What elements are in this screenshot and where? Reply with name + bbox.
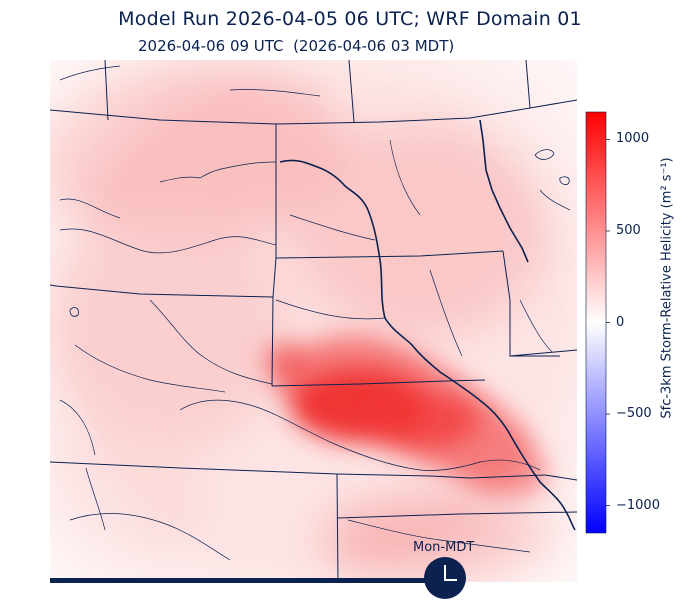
clock-icon xyxy=(424,557,466,599)
colorbar-tick-label: −1000 xyxy=(616,497,660,513)
timeline-progress-bar xyxy=(50,578,445,583)
timezone-label: Mon-MDT xyxy=(413,540,475,555)
chart-title: Model Run 2026-04-05 06 UTC; WRF Domain … xyxy=(118,8,582,30)
helicity-field xyxy=(50,60,577,582)
colorbar-tick-label: 0 xyxy=(616,314,625,330)
colorbar-label: Sfc-3km Storm-Relative Helicity (m² s⁻¹) xyxy=(659,157,675,419)
valid-time-subtitle: 2026-04-06 09 UTC (2026-04-06 03 MDT) xyxy=(138,37,455,55)
colorbar-tick-label: 500 xyxy=(616,222,641,238)
map-boundaries xyxy=(50,60,577,582)
colorbar-tick-label: −500 xyxy=(616,406,652,422)
colorbar xyxy=(585,111,607,534)
colorbar-ticks xyxy=(606,139,610,506)
lakes xyxy=(69,149,570,317)
colorbar-tick-label: 1000 xyxy=(616,131,650,147)
missouri-river xyxy=(279,119,576,531)
rivers xyxy=(59,65,571,561)
state-borders xyxy=(50,60,577,582)
